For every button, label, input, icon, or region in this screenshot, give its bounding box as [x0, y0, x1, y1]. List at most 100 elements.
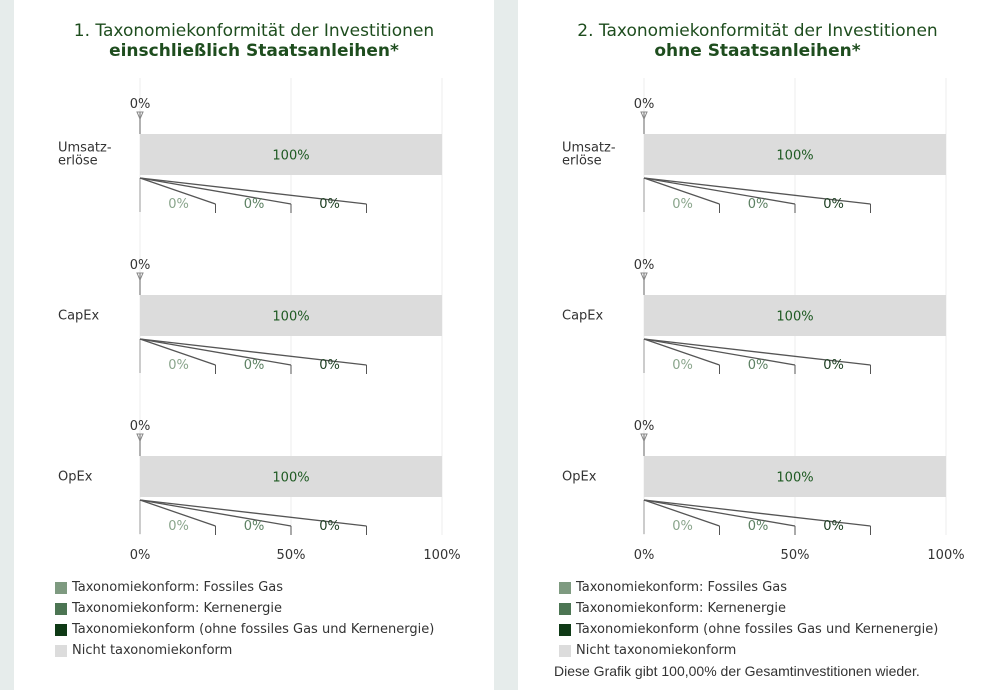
bar-segment — [644, 295, 946, 336]
breakdown-label: 0% — [168, 197, 189, 212]
fan-line — [139, 177, 292, 205]
fan-line — [139, 338, 216, 366]
bar-chart-1: 0% 50% 100% 0% Umsatz-erlöse 100% 0% 0% 0% 0% CapE… — [58, 78, 461, 563]
total-pointer-head — [136, 272, 144, 282]
fan-line — [643, 499, 720, 527]
bar-segment — [644, 134, 946, 175]
chart-panel-2: 2. Taxonomiekonformität der Investitione… — [518, 0, 997, 690]
category-label: CapEx — [562, 309, 604, 324]
x-tick-label: 50% — [277, 548, 306, 563]
chart-title-line2: einschließlich Staatsanleihen* — [109, 41, 399, 61]
legend-label: Taxonomiekonform: Kernenergie — [72, 601, 282, 616]
legend-label: Taxonomiekonform (ohne fossiles Gas und … — [576, 622, 939, 637]
breakdown-label: 0% — [168, 519, 189, 534]
legend-item-nuclear: Taxonomiekonform: Kernenergie — [559, 598, 938, 619]
legend-label: Taxonomiekonform: Kernenergie — [576, 601, 786, 616]
fan-line — [139, 499, 292, 527]
chart-title: 1. Taxonomiekonformität der Investitione… — [14, 21, 494, 61]
chart-legend: Taxonomiekonform: Fossiles Gas Taxonomie… — [559, 577, 938, 661]
fan-line — [643, 177, 720, 205]
legend-swatch — [559, 644, 571, 657]
fan-line — [643, 499, 796, 527]
legend-label: Taxonomiekonform: Fossiles Gas — [72, 580, 284, 595]
category-label: OpEx — [562, 470, 597, 485]
breakdown-label: 0% — [748, 519, 769, 534]
fan-line — [139, 338, 292, 366]
bar-value-label: 100% — [272, 471, 309, 486]
legend-label: Nicht taxonomiekonform — [576, 643, 737, 658]
chart-panel-1: 1. Taxonomiekonformität der Investitione… — [14, 0, 494, 690]
bar-value-label: 100% — [272, 149, 309, 164]
total-pointer-head — [136, 433, 144, 443]
total-label: 0% — [634, 97, 655, 112]
x-tick-label: 0% — [634, 548, 655, 563]
legend-item-fossil-gas: Taxonomiekonform: Fossiles Gas — [559, 577, 938, 598]
bar-segment — [140, 134, 442, 175]
legend-label: Taxonomiekonform (ohne fossiles Gas und … — [72, 622, 435, 637]
fan-line — [139, 177, 216, 205]
breakdown-label: 0% — [319, 358, 340, 373]
bar-chart-2: 0% 50% 100% 0% Umsatz-erlöse 100% 0% 0% 0% 0% CapE… — [562, 78, 965, 563]
fan-line — [643, 499, 871, 527]
breakdown-label: 0% — [748, 197, 769, 212]
fan-line — [643, 177, 871, 205]
fan-line — [139, 338, 367, 366]
fan-line — [643, 177, 796, 205]
total-label: 0% — [130, 419, 151, 434]
bar-segment — [644, 456, 946, 497]
category-label: Umsatz-erlöse — [562, 141, 616, 169]
bar-value-label: 100% — [776, 310, 813, 325]
bar-value-label: 100% — [776, 149, 813, 164]
chart-title-line1: 2. Taxonomiekonformität der Investitione… — [577, 21, 938, 41]
fan-line — [139, 499, 216, 527]
category-label: CapEx — [58, 309, 100, 324]
legend-swatch — [55, 623, 67, 636]
legend-item-aligned-other: Taxonomiekonform (ohne fossiles Gas und … — [55, 619, 434, 640]
breakdown-label: 0% — [672, 358, 693, 373]
x-tick-label: 50% — [781, 548, 810, 563]
breakdown-label: 0% — [748, 358, 769, 373]
legend-swatch — [55, 581, 67, 594]
legend-swatch — [559, 602, 571, 615]
total-pointer-head — [640, 111, 648, 121]
x-tick-label: 0% — [130, 548, 151, 563]
breakdown-label: 0% — [319, 519, 340, 534]
breakdown-label: 0% — [672, 197, 693, 212]
bar-value-label: 100% — [272, 310, 309, 325]
fan-line — [643, 338, 720, 366]
legend-swatch — [55, 644, 67, 657]
x-tick-label: 100% — [423, 548, 460, 563]
breakdown-label: 0% — [319, 197, 340, 212]
legend-label: Taxonomiekonform: Fossiles Gas — [576, 580, 788, 595]
legend-swatch — [559, 623, 571, 636]
total-pointer-head — [640, 433, 648, 443]
fan-line — [643, 338, 871, 366]
total-pointer-head — [136, 111, 144, 121]
breakdown-label: 0% — [244, 197, 265, 212]
category-label: OpEx — [58, 470, 93, 485]
total-label: 0% — [130, 258, 151, 273]
x-tick-label: 100% — [927, 548, 964, 563]
bar-value-label: 100% — [776, 471, 813, 486]
chart-title-line2: ohne Staatsanleihen* — [654, 41, 861, 61]
breakdown-label: 0% — [823, 358, 844, 373]
bar-segment — [140, 295, 442, 336]
footnote: Diese Grafik gibt 100,00% der Gesamtinve… — [554, 663, 920, 679]
legend-item-not-aligned: Nicht taxonomiekonform — [55, 640, 434, 661]
fan-line — [139, 499, 367, 527]
chart-title-line1: 1. Taxonomiekonformität der Investitione… — [73, 21, 435, 41]
category-label: Umsatz-erlöse — [58, 141, 112, 169]
breakdown-label: 0% — [168, 358, 189, 373]
legend-item-fossil-gas: Taxonomiekonform: Fossiles Gas — [55, 577, 434, 598]
legend-swatch — [559, 581, 571, 594]
fan-line — [139, 177, 367, 205]
chart-legend: Taxonomiekonform: Fossiles Gas Taxonomie… — [55, 577, 434, 661]
breakdown-label: 0% — [244, 519, 265, 534]
legend-item-aligned-other: Taxonomiekonform (ohne fossiles Gas und … — [559, 619, 938, 640]
total-label: 0% — [634, 258, 655, 273]
legend-item-not-aligned: Nicht taxonomiekonform — [559, 640, 938, 661]
chart-title: 2. Taxonomiekonformität der Investitione… — [518, 21, 997, 61]
total-pointer-head — [640, 272, 648, 282]
legend-swatch — [55, 602, 67, 615]
fan-line — [643, 338, 796, 366]
